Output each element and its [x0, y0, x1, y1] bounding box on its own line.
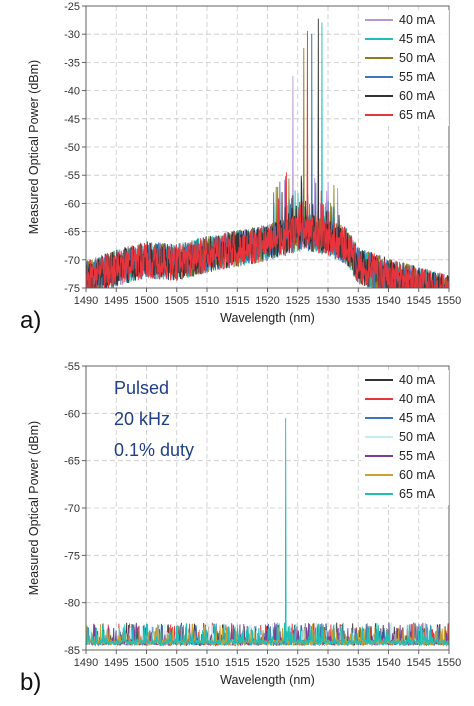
chart-a-x-tick-label: 1545 — [407, 295, 431, 307]
chart-b-y-tick-label: -85 — [64, 645, 80, 657]
chart-a-x-tick-label: 1495 — [104, 295, 128, 307]
chart-b-panel-letter: b) — [20, 669, 41, 696]
chart-b-x-tick-label: 1550 — [437, 657, 461, 669]
chart-a-x-tick-label: 1520 — [255, 295, 279, 307]
chart-b-legend-entry: 45 mA — [399, 411, 436, 425]
chart-b-y-axis-label: Measured Optical Power (dBm) — [27, 421, 41, 595]
chart-b-x-tick-label: 1490 — [74, 657, 98, 669]
chart-a-x-tick-label: 1490 — [74, 295, 98, 307]
chart-b-legend-entry: 60 mA — [399, 468, 436, 482]
chart-b-annotation-line: Pulsed — [114, 378, 169, 398]
chart-a-panel-letter: a) — [20, 307, 41, 334]
chart-a-legend-entry: 45 mA — [399, 32, 436, 46]
chart-b-y-tick-label: -75 — [64, 550, 80, 562]
chart-a-y-tick-label: -35 — [64, 57, 80, 69]
chart-a-legend: 40 mA 45 mA 50 mA 55 mA 60 mA 65 mA — [361, 10, 449, 126]
chart-a-legend-entry: 40 mA — [399, 13, 436, 27]
chart-b-legend-entry: 40 mA — [399, 392, 436, 406]
chart-b-x-tick-label: 1535 — [346, 657, 370, 669]
chart-a-series-group — [86, 18, 449, 288]
chart-a-y-tick-label: -30 — [64, 29, 80, 41]
chart-b-y-tick-label: -80 — [64, 598, 80, 610]
chart-b-x-tick-label: 1505 — [165, 657, 189, 669]
chart-b-legend-entry: 40 mA — [399, 373, 436, 387]
chart-a-y-axis-label: Measured Optical Power (dBm) — [27, 60, 41, 234]
chart-a-x-tick-label: 1535 — [346, 295, 370, 307]
chart-b-x-axis-label: Wavelength (nm) — [220, 673, 315, 687]
chart-a-x-tick-label: 1550 — [437, 295, 461, 307]
chart-a-y-tick-label: -25 — [64, 1, 80, 13]
chart-a-x-tick-label: 1515 — [225, 295, 249, 307]
chart-b-legend-entry: 50 mA — [399, 430, 436, 444]
chart-b-x-tick-label: 1540 — [376, 657, 400, 669]
chart-a-x-tick-label: 1500 — [134, 295, 158, 307]
chart-b-y-tick-label: -55 — [64, 361, 80, 373]
chart-a-x-tick-label: 1530 — [316, 295, 340, 307]
chart-b-y-tick-label: -65 — [64, 456, 80, 468]
chart-a-legend-entry: 50 mA — [399, 51, 436, 65]
chart-a-legend-entry: 60 mA — [399, 89, 436, 103]
chart-b-legend-entry: 65 mA — [399, 487, 436, 501]
chart-a-y-tick-label: -50 — [64, 142, 80, 154]
chart-b-annotation-line: 0.1% duty — [114, 440, 194, 460]
chart-b-x-tick-label: 1520 — [255, 657, 279, 669]
chart-a-y-tick-label: -60 — [64, 198, 80, 210]
chart-a-x-tick-label: 1505 — [165, 295, 189, 307]
chart-b-x-tick-label: 1500 — [134, 657, 158, 669]
chart-a-legend-entry: 65 mA — [399, 108, 436, 122]
chart-b-x-tick-label: 1530 — [316, 657, 340, 669]
chart-a-y-tick-label: -65 — [64, 227, 80, 239]
chart-b-legend: 40 mA 40 mA 45 mA 50 mA 55 mA 60 mA 65 mA — [361, 370, 449, 505]
chart-a-y-tick-label: -40 — [64, 86, 80, 98]
chart-a-x-tick-label: 1510 — [195, 295, 219, 307]
chart-b-y-tick-label: -60 — [64, 408, 80, 420]
chart-a-x-axis-label: Wavelength (nm) — [220, 311, 315, 325]
chart-b-legend-entry: 55 mA — [399, 449, 436, 463]
chart-a-y-tick-label: -70 — [64, 255, 80, 267]
chart-b-series-line — [86, 418, 449, 647]
chart-b-y-tick-label: -70 — [64, 503, 80, 515]
chart-b-annotation-line: 20 kHz — [114, 409, 170, 429]
chart-b-x-tick-label: 1525 — [286, 657, 310, 669]
chart-b-series-group — [86, 418, 449, 647]
chart-a-legend-background — [361, 10, 449, 126]
chart-b-x-tick-label: 1515 — [225, 657, 249, 669]
chart-a-x-tick-label: 1525 — [286, 295, 310, 307]
chart-panel-a: 1490 1495 1500 1505 1510 1515 1520 1525 1530 1535… — [20, 1, 461, 334]
chart-a-y-tick-label: -55 — [64, 170, 80, 182]
chart-b-x-tick-label: 1545 — [407, 657, 431, 669]
chart-b-x-tick-label: 1495 — [104, 657, 128, 669]
chart-panel-b: 1490 1495 1500 1505 1510 1515 1520 1525 1530 1535… — [20, 361, 461, 696]
chart-a-series-line — [86, 30, 449, 288]
chart-a-legend-entry: 55 mA — [399, 70, 436, 84]
chart-b-x-tick-label: 1510 — [195, 657, 219, 669]
chart-a-x-tick-label: 1540 — [376, 295, 400, 307]
chart-a-y-tick-label: -45 — [64, 114, 80, 126]
chart-a-y-tick-label: -75 — [64, 283, 80, 295]
